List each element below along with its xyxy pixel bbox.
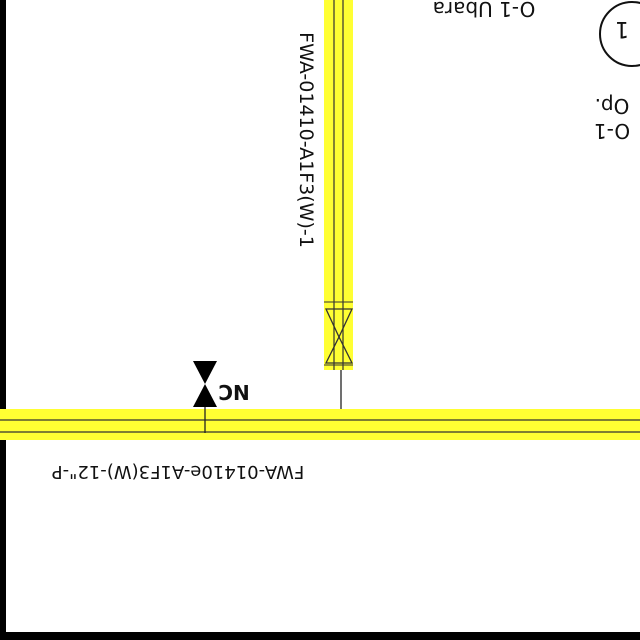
vertical-process-line[interactable] <box>324 0 353 370</box>
horizontal-line-tag: FWA-01410e-A1F3(W)-12"-P <box>52 461 305 482</box>
horizontal-line-highlight <box>0 409 640 440</box>
vertical-line-highlight <box>324 0 353 370</box>
instrument-tag-label: 1 <box>615 16 629 41</box>
side-text-label-1: Op. <box>595 94 630 118</box>
frame-left-border <box>0 0 6 640</box>
side-text-label-2: O-1 <box>594 119 630 143</box>
valve-state-label: NC <box>218 380 249 404</box>
gate-valve-vertical[interactable] <box>324 308 354 364</box>
vertical-line-tag: FWA-01410-A1F3(W)-1 <box>295 32 317 248</box>
nc-valve-upper-triangle <box>193 361 217 384</box>
nc-valve-lower-triangle <box>193 384 217 407</box>
frame-bottom-border <box>0 632 640 640</box>
gate-valve-upper-triangle <box>324 308 354 339</box>
horizontal-process-line[interactable] <box>0 409 640 440</box>
nc-valve[interactable] <box>193 361 217 433</box>
instrument-bubble[interactable] <box>599 1 640 67</box>
gate-valve-lower-triangle <box>324 335 354 364</box>
top-text-label: O-1 Ubara <box>433 0 536 21</box>
